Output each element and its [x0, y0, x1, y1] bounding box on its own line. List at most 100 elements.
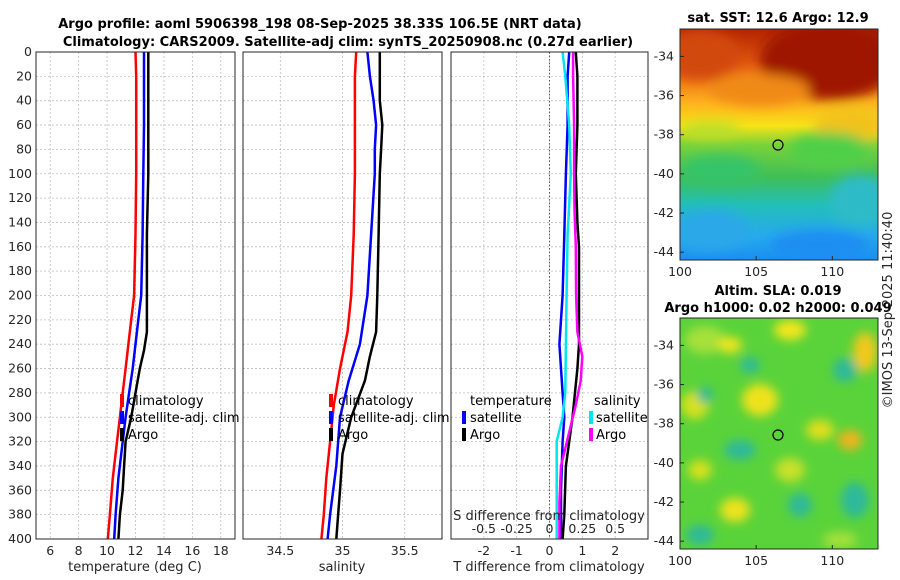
s-tick-label: 0: [546, 521, 554, 536]
y-tick-label: 340: [8, 458, 32, 473]
sla-map-field: [680, 318, 878, 549]
sla-argo-marker: [772, 429, 784, 441]
x-tick-label: 105: [744, 553, 768, 568]
series-line-climatology: [320, 51, 358, 540]
legend-text-S-argo: Argo: [596, 428, 626, 443]
x-tick-label: 100: [668, 553, 692, 568]
x-tick-label: 14: [156, 543, 172, 558]
y-tick-label: -44: [654, 244, 674, 259]
y-tick-label: 120: [8, 190, 32, 205]
x-tick-label: 10: [99, 543, 115, 558]
series-line-climatology: [106, 51, 138, 540]
title-line-2: Climatology: CARS2009. Satellite-adj cli…: [63, 35, 633, 50]
y-tick-label: 100: [8, 166, 32, 181]
salinity-axes-frame: [242, 51, 443, 540]
x-tick-label: 16: [184, 543, 200, 558]
salinity-x-ticks: 34.5 35 35.5: [266, 543, 418, 558]
difference-legend: temperature satellite Argo salinity sate…: [462, 394, 648, 443]
series-line-satellite-adj-clim: [112, 52, 146, 540]
series-line-s-satellite: [555, 51, 573, 539]
salinity-grid: [243, 51, 442, 540]
legend-title-salinity: salinity: [594, 394, 641, 409]
legend-swatch-satellite: [329, 411, 333, 424]
legend-text-satellite: satellite-adj. clim: [338, 411, 450, 426]
x-tick-label: 8: [75, 543, 83, 558]
x-tick-label: 12: [128, 543, 144, 558]
y-tick-label: 400: [8, 531, 32, 546]
sla-map-title-1: Altim. SLA: 0.019: [715, 284, 842, 299]
salinity-legend: climatology satellite-adj. clim Argo: [329, 394, 450, 443]
x-tick-label: 18: [213, 543, 229, 558]
sst-map: sat. SST: 12.6 Argo: 12.9 100 105 110 -34-…: [654, 11, 879, 279]
y-tick-label: 320: [8, 434, 32, 449]
t-difference-label: T difference from climatology: [452, 560, 645, 575]
s-difference-label: S difference from climatology: [453, 509, 645, 524]
x-tick-label: 34.5: [266, 543, 294, 558]
x-tick-label: 35: [335, 543, 351, 558]
salinity-series: [320, 51, 384, 540]
temperature-x-label: temperature (deg C): [68, 560, 202, 575]
x-tick-label: 110: [820, 264, 844, 279]
x-tick-label: 35.5: [391, 543, 419, 558]
legend-swatch-climatology: [120, 394, 124, 407]
temperature-axes-frame: [35, 51, 236, 540]
sla-map-x-ticks: 100 105 110: [668, 545, 844, 568]
y-tick-label: -34: [654, 337, 674, 352]
y-tick-label: 180: [8, 263, 32, 278]
y-tick-label: 20: [16, 68, 32, 83]
y-tick-label: -44: [654, 533, 674, 548]
temperature-y-ticks: 0 20 40 60 80 100 120 140 160 180 200 220 240 260 280 3…: [8, 44, 32, 546]
legend-swatch-S-satellite: [589, 411, 593, 424]
y-tick-label: 220: [8, 312, 32, 327]
y-tick-label: 200: [8, 288, 32, 303]
y-tick-label: -38: [654, 127, 674, 142]
series-line-argo: [335, 52, 384, 540]
legend-swatch-climatology: [329, 394, 333, 407]
legend-text-satellite: satellite-adj. clim: [128, 411, 240, 426]
sst-map-y-ticks: -34 -36 -38 -40 -42 -44: [654, 48, 684, 259]
y-tick-label: -36: [654, 88, 674, 103]
sst-map-field: [680, 29, 878, 260]
legend-title-temperature: temperature: [470, 394, 552, 409]
sla-map-frame: [679, 317, 879, 550]
sla-map-title-2: Argo h1000: 0.02 h2000: 0.049: [664, 301, 891, 316]
copyright-timestamp: ©IMOS 13-Sep-2025 11:40:40: [881, 212, 896, 409]
y-tick-label: 140: [8, 214, 32, 229]
legend-text-T-satellite: satellite: [470, 411, 522, 426]
legend-text-climatology: climatology: [338, 394, 414, 409]
legend-text-T-argo: Argo: [470, 428, 500, 443]
legend-swatch-T-satellite: [462, 411, 466, 424]
difference-axes-frame: [450, 51, 649, 540]
legend-text-argo: Argo: [128, 428, 158, 443]
difference-x-ticks: -2 -1 0 1 2: [478, 543, 620, 558]
legend-swatch-S-argo: [589, 428, 593, 441]
y-tick-label: 60: [16, 117, 32, 132]
x-tick-label: 110: [820, 553, 844, 568]
y-tick-label: -40: [654, 166, 674, 181]
s-tick-label: 0.25: [568, 521, 596, 536]
series-line-argo: [117, 52, 150, 540]
s-tick-label: 0.5: [605, 521, 625, 536]
y-tick-label: 160: [8, 239, 32, 254]
y-tick-label: -40: [654, 455, 674, 470]
difference-grid: [451, 51, 648, 540]
sst-map-frame: [679, 28, 879, 261]
legend-swatch-argo: [329, 428, 333, 441]
x-tick-label: 0: [546, 543, 554, 558]
y-tick-label: 300: [8, 409, 32, 424]
y-tick-label: 360: [8, 482, 32, 497]
series-line-satellite-adj-clim: [326, 51, 378, 540]
y-tick-label: 380: [8, 507, 32, 522]
s-tick-label: -0.5: [472, 521, 496, 536]
difference-s-ticks: -0.5 -0.25 0 0.25 0.5: [472, 521, 625, 536]
sla-map-y-ticks: -34 -36 -38 -40 -42 -44: [654, 337, 684, 548]
salinity-x-label: salinity: [319, 560, 366, 575]
x-tick-label: 1: [578, 543, 586, 558]
temperature-panel: 6 8 10 12 14 16 18 0 20 40 60 80 100 120 140 160 180 200…: [8, 44, 239, 575]
x-tick-label: 6: [46, 543, 54, 558]
legend-swatch-T-argo: [462, 428, 466, 441]
y-tick-label: 80: [16, 141, 32, 156]
sst-argo-marker: [772, 139, 784, 151]
s-tick-label: -0.25: [500, 521, 532, 536]
